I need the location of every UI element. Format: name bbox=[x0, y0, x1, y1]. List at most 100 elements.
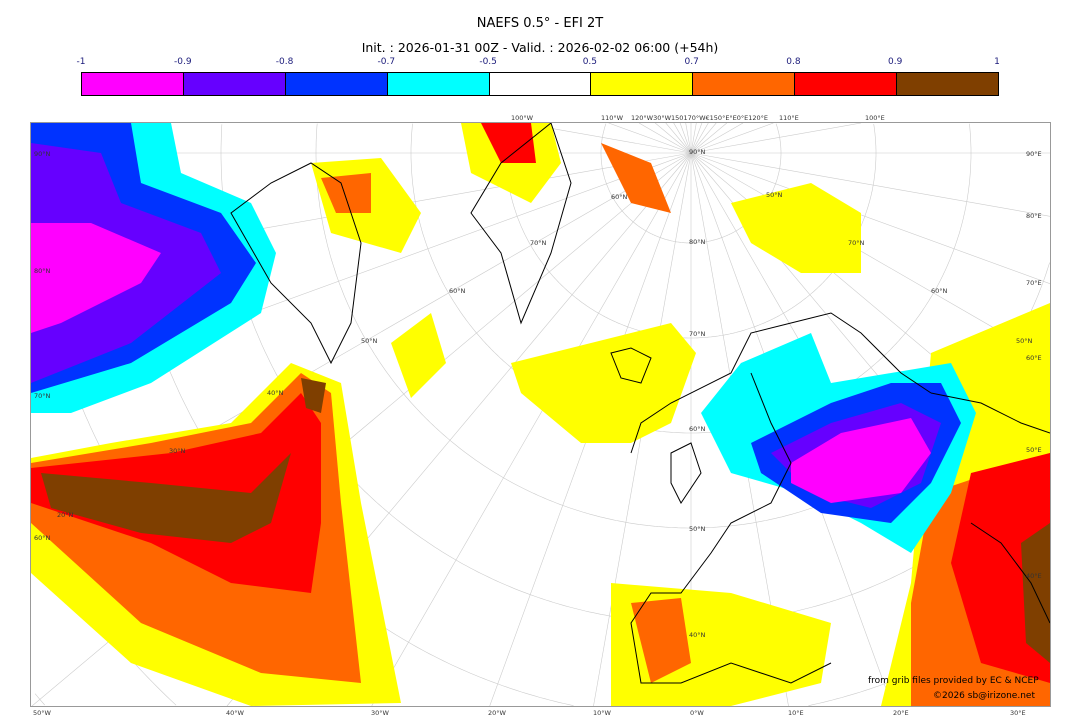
coord-label: 50°N bbox=[689, 525, 706, 533]
coord-label: 70°N bbox=[34, 392, 51, 400]
coord-label: 60°E bbox=[1026, 354, 1042, 362]
field-red-greenland bbox=[481, 123, 536, 163]
coord-label: 40°W bbox=[226, 709, 244, 717]
colorbar-bin bbox=[489, 73, 592, 95]
coord-label: 80°E bbox=[1026, 212, 1042, 220]
field-yellow-iceland bbox=[511, 323, 696, 443]
meridian bbox=[690, 123, 774, 154]
anomaly-fields bbox=[31, 123, 1050, 706]
meridian bbox=[690, 123, 703, 154]
coord-label: 100°W bbox=[511, 114, 534, 122]
coord-label: 30°E bbox=[1010, 709, 1026, 717]
colorbar-bin bbox=[285, 73, 388, 95]
copyright: ©2026 sb@irizone.net bbox=[933, 691, 1035, 701]
field-magenta-eu bbox=[791, 418, 931, 503]
coord-label: 30°W bbox=[371, 709, 389, 717]
coord-label: 80°N bbox=[689, 238, 706, 246]
colorbar-tick: 0.9 bbox=[888, 57, 903, 67]
coord-label: 20°W bbox=[488, 709, 506, 717]
field-brown-atl bbox=[41, 453, 291, 543]
coord-label: 40°N bbox=[267, 389, 284, 397]
meridian bbox=[655, 123, 692, 154]
meridian bbox=[690, 123, 709, 154]
meridian bbox=[690, 123, 697, 154]
coord-label: 100°E bbox=[865, 114, 885, 122]
coastlines bbox=[230, 123, 1050, 684]
meridian bbox=[665, 123, 692, 154]
field-yellow-lab bbox=[391, 313, 446, 398]
efi-map[interactable]: 90°N 80°N 70°N 60°N 90°E 80°E 70°E 60°E 50°E 40°E… bbox=[30, 114, 1051, 717]
field-orange-canada bbox=[321, 173, 371, 213]
colorbar-tick: -0.7 bbox=[377, 57, 396, 67]
meridian bbox=[371, 152, 692, 706]
coord-label: 10°E bbox=[788, 709, 804, 717]
colorbar-tick: 0.5 bbox=[582, 57, 598, 67]
field-yellow-scand bbox=[731, 183, 861, 273]
coord-label: 50°N bbox=[361, 337, 378, 345]
latitude-circle bbox=[410, 123, 972, 434]
meridian bbox=[679, 123, 692, 154]
coord-label: 50°E bbox=[1026, 446, 1042, 454]
colorbar-tick: 0.8 bbox=[786, 57, 801, 67]
colorbar-tick: 1 bbox=[994, 57, 1000, 67]
map-title: NAEFS 0.5° - EFI 2T bbox=[476, 16, 604, 31]
coord-label: 70°N bbox=[530, 239, 547, 247]
field-orange-iberia bbox=[631, 598, 691, 683]
colorbar-tick: -0.9 bbox=[173, 57, 192, 67]
coord-label: 60°N bbox=[689, 425, 706, 433]
colorbar-bin bbox=[897, 73, 999, 95]
coord-label: 80°N bbox=[34, 267, 51, 275]
colorbar-bin bbox=[591, 73, 694, 95]
coord-label: 30°N bbox=[169, 447, 186, 455]
coord-label: 60°N bbox=[449, 287, 466, 295]
coord-label: 60°N bbox=[611, 193, 628, 201]
coord-label: 40°N bbox=[689, 631, 706, 639]
meridian bbox=[690, 123, 727, 154]
coord-label: 20°E bbox=[893, 709, 909, 717]
coord-label: 50°N bbox=[1016, 337, 1033, 345]
meridian bbox=[608, 123, 692, 154]
coord-label: 40°E bbox=[1026, 572, 1042, 580]
colorbar-bin bbox=[693, 73, 796, 95]
coord-label: 90°N bbox=[34, 150, 51, 158]
source-credit: from grib files provided by EC & NCEP bbox=[868, 676, 1039, 686]
colorbar-bin bbox=[82, 73, 184, 95]
coord-label: 90°N bbox=[689, 148, 706, 156]
coord-label: 110°W bbox=[601, 114, 624, 122]
coord-label: 90°E bbox=[1026, 150, 1042, 158]
meridian bbox=[690, 152, 1050, 361]
coord-label: 70°N bbox=[689, 330, 706, 338]
coord-label: 50°N bbox=[766, 191, 783, 199]
meridian bbox=[673, 123, 692, 154]
colorbar-tick: 0.7 bbox=[684, 57, 699, 67]
coord-label: 0°W bbox=[690, 709, 704, 717]
coord-label: 60°N bbox=[931, 287, 948, 295]
meridian bbox=[690, 123, 717, 154]
colorbar-tick: -0.8 bbox=[275, 57, 294, 67]
coord-label: 120°W30°W150170°W€150°E°E0°E120°E bbox=[631, 114, 769, 122]
meridian bbox=[690, 123, 862, 154]
map-canvas bbox=[31, 123, 1050, 706]
coord-label: 20°N bbox=[57, 511, 74, 519]
colorbar-bin bbox=[183, 73, 286, 95]
meridian bbox=[690, 152, 1050, 284]
colorbar-bin bbox=[795, 73, 898, 95]
coord-label: 70°E bbox=[1026, 279, 1042, 287]
meridian bbox=[690, 123, 744, 154]
coord-label: 10°W bbox=[593, 709, 611, 717]
coord-label: 110°E bbox=[779, 114, 799, 122]
field-brown-atl-2 bbox=[301, 378, 326, 413]
field-orange-ne bbox=[601, 143, 671, 213]
meridian bbox=[685, 123, 692, 154]
coord-label: 70°N bbox=[848, 239, 865, 247]
colorbar-tick: -1 bbox=[76, 57, 86, 67]
coord-label: 60°N bbox=[34, 534, 51, 542]
coord-label: 50°W bbox=[33, 709, 51, 717]
meridian bbox=[690, 152, 1050, 217]
meridian bbox=[638, 123, 692, 154]
colorbar bbox=[81, 72, 999, 96]
colorbar-bin bbox=[387, 73, 490, 95]
colorbar-tick: -0.5 bbox=[479, 57, 497, 67]
field-magenta-nw bbox=[31, 223, 161, 333]
map-subtitle: Init. : 2026-01-31 00Z - Valid. : 2026-0… bbox=[361, 40, 719, 55]
